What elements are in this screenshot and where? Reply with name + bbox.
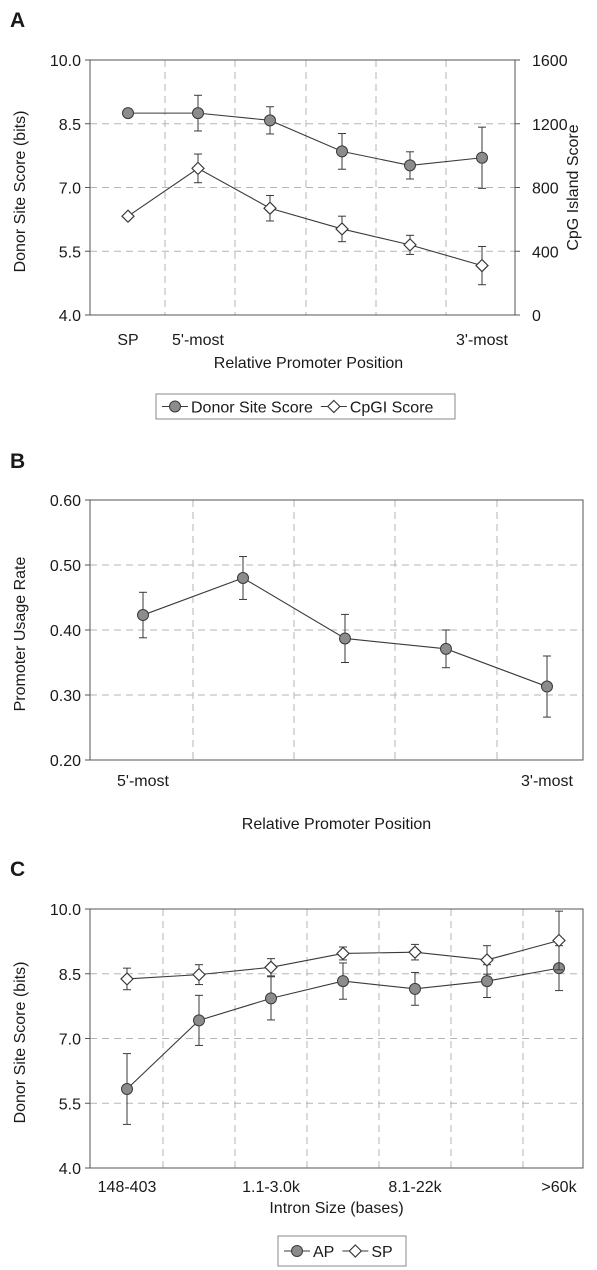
y-axis-label: Promoter Usage Rate <box>12 557 29 712</box>
legend: AP SP <box>277 1235 407 1267</box>
data-point <box>541 680 553 693</box>
data-point <box>403 238 417 252</box>
series-ap <box>121 945 565 1125</box>
y-tick-label: 0.20 <box>50 753 81 770</box>
legend-label: AP <box>313 1244 334 1261</box>
grid-lines <box>90 909 583 1168</box>
x-tick-label: 148-403 <box>98 1179 157 1196</box>
series-line <box>128 112 483 166</box>
panel-c: C 4.0 5.5 7.0 8.5 10.0 Donor Site Score (bits)… <box>10 858 584 1267</box>
series-line <box>127 167 483 267</box>
legend-item: Donor Site Score <box>162 400 313 417</box>
data-point <box>192 107 204 120</box>
data-point <box>339 632 351 645</box>
x-tick-label: SP <box>117 332 138 349</box>
data-point <box>263 201 277 216</box>
data-point <box>336 145 348 158</box>
legend: Donor Site Score CpGI Score <box>155 393 456 420</box>
data-point <box>192 967 206 982</box>
data-point <box>336 946 350 961</box>
legend-item: AP <box>284 1244 334 1261</box>
y-tick-label: 10.0 <box>50 53 81 70</box>
legend-marker <box>291 1245 303 1257</box>
data-point <box>264 114 276 127</box>
panel-a: A 4.0 5.5 7.0 8.5 10.0 0 400 800 1200 1600 Donor Si… <box>10 9 582 420</box>
y-tick-label: 4.0 <box>59 1161 81 1178</box>
panel-letter: A <box>10 9 25 32</box>
data-point <box>122 107 134 120</box>
y2-tick-label: 1200 <box>532 117 568 134</box>
legend-item: CpGI Score <box>320 399 434 417</box>
y-tick-label: 0.30 <box>50 688 81 705</box>
panel-letter: B <box>10 450 25 473</box>
data-point <box>409 982 421 995</box>
y-axis-label: Donor Site Score (bits) <box>12 962 29 1124</box>
legend-box <box>155 393 456 420</box>
y-tick-label: 0.40 <box>50 623 81 640</box>
x-axis-label: Relative Promoter Position <box>242 816 431 833</box>
data-point <box>404 159 416 172</box>
y2-tick-label: 0 <box>532 308 541 325</box>
panel-b: B 0.20 0.30 0.40 0.50 0.60 Promoter Usage Rate… <box>10 450 584 833</box>
y-tick-label: 5.5 <box>59 244 81 261</box>
x-tick-label: 8.1-22k <box>388 1179 442 1196</box>
series-sp <box>120 910 566 991</box>
y-axis-label: Donor Site Score (bits) <box>12 111 29 273</box>
data-point <box>476 151 488 164</box>
y-tick-label: 0.50 <box>50 558 81 575</box>
x-tick-label: >60k <box>541 1179 577 1196</box>
legend-label: CpGI Score <box>350 400 434 417</box>
y-tick-label: 0.60 <box>50 493 81 510</box>
data-point <box>335 222 349 236</box>
data-point <box>480 953 494 967</box>
y2-tick-label: 400 <box>532 244 559 261</box>
grid-lines <box>90 500 583 760</box>
data-point <box>552 933 566 948</box>
x-tick-label: 3'-most <box>521 773 574 790</box>
data-point <box>440 642 452 655</box>
data-point <box>121 209 135 224</box>
y2-tick-label: 1600 <box>532 53 568 70</box>
legend-marker <box>326 399 341 414</box>
data-point <box>120 972 134 986</box>
grid-lines <box>90 60 515 315</box>
legend-label: Donor Site Score <box>191 400 313 417</box>
y-tick-label: 8.5 <box>59 967 81 984</box>
y-tick-label: 7.0 <box>59 1032 81 1049</box>
x-tick-label: 3'-most <box>456 332 509 349</box>
panel-letter: C <box>10 858 25 881</box>
x-tick-label: 5'-most <box>172 332 225 349</box>
y-tick-label: 8.5 <box>59 117 81 134</box>
legend-label: SP <box>371 1244 392 1261</box>
y-tick-label: 5.5 <box>59 1096 81 1113</box>
legend-marker <box>348 1244 363 1258</box>
data-point <box>265 992 277 1005</box>
data-point <box>237 572 249 584</box>
series-usage-rate <box>137 556 553 718</box>
x-axis-label: Intron Size (bases) <box>269 1200 403 1217</box>
series-donor-site-score <box>122 94 488 189</box>
x-axis-label: Relative Promoter Position <box>214 355 403 372</box>
legend-item: SP <box>342 1244 393 1261</box>
data-point <box>408 945 422 960</box>
legend-marker <box>169 400 181 413</box>
y-tick-label: 7.0 <box>59 181 81 198</box>
data-point <box>475 258 489 273</box>
data-point <box>191 161 205 176</box>
y-tick-label: 4.0 <box>59 308 81 325</box>
data-point <box>264 960 278 975</box>
y-tick-label: 10.0 <box>50 902 81 919</box>
data-point <box>193 1014 205 1027</box>
y2-tick-label: 800 <box>532 181 559 198</box>
x-tick-label: 5'-most <box>117 773 170 790</box>
data-point <box>137 609 149 622</box>
data-point <box>337 975 349 988</box>
data-point <box>121 1083 133 1096</box>
data-point <box>481 975 493 988</box>
series-cpgi-score <box>121 153 489 286</box>
y2-axis-label: CpG Island Score <box>565 124 582 250</box>
x-tick-label: 1.1-3.0k <box>242 1179 301 1196</box>
